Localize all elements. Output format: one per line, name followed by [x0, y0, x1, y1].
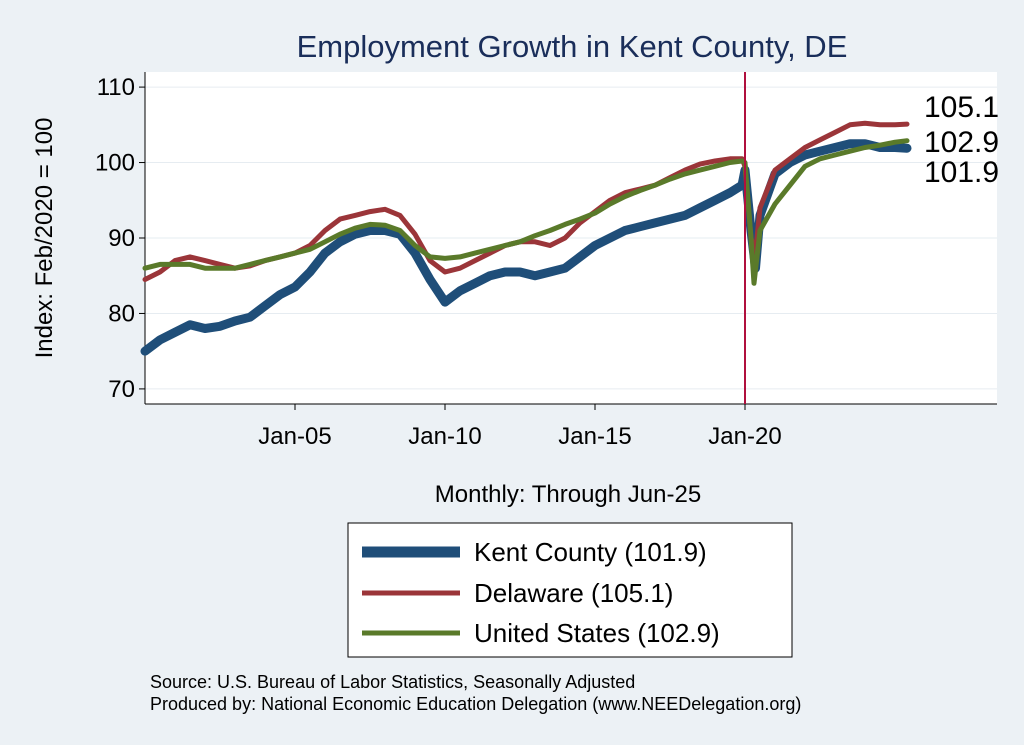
- legend-label-us: United States (102.9): [474, 618, 720, 648]
- source-note: Source: U.S. Bureau of Labor Statistics,…: [150, 672, 635, 692]
- x-tick-label: Jan-05: [258, 423, 331, 450]
- y-tick-label: 100: [95, 150, 135, 177]
- x-axis-title: Monthly: Through Jun-25: [435, 481, 701, 508]
- y-tick-label: 80: [108, 300, 135, 327]
- x-tick-label: Jan-10: [408, 423, 481, 450]
- end-label-delaware: 105.1: [924, 91, 999, 124]
- legend-label-delaware: Delaware (105.1): [474, 578, 673, 608]
- x-tick-label: Jan-15: [558, 423, 631, 450]
- producer-note: Produced by: National Economic Education…: [150, 694, 801, 714]
- y-tick-label: 90: [108, 225, 135, 252]
- y-axis-title: Index: Feb/2020 = 100: [31, 118, 58, 359]
- y-tick-label: 70: [108, 376, 135, 403]
- series-line-us: [142, 138, 910, 286]
- x-tick-label: Jan-20: [708, 423, 781, 450]
- axis-ticks: 70 80 90 100 110 Jan-05 Jan-10 Jan-15 Jan-20: [95, 74, 782, 450]
- end-label-kent: 101.9: [924, 156, 999, 189]
- y-tick-label: 110: [97, 74, 135, 101]
- series-lines: [140, 120, 912, 356]
- chart-title: Employment Growth in Kent County, DE: [297, 29, 848, 64]
- legend: Kent County (101.9) Delaware (105.1) Uni…: [347, 522, 793, 658]
- legend-label-kent: Kent County (101.9): [474, 537, 707, 567]
- end-label-us: 102.9: [924, 126, 999, 159]
- gridlines: [145, 86, 997, 390]
